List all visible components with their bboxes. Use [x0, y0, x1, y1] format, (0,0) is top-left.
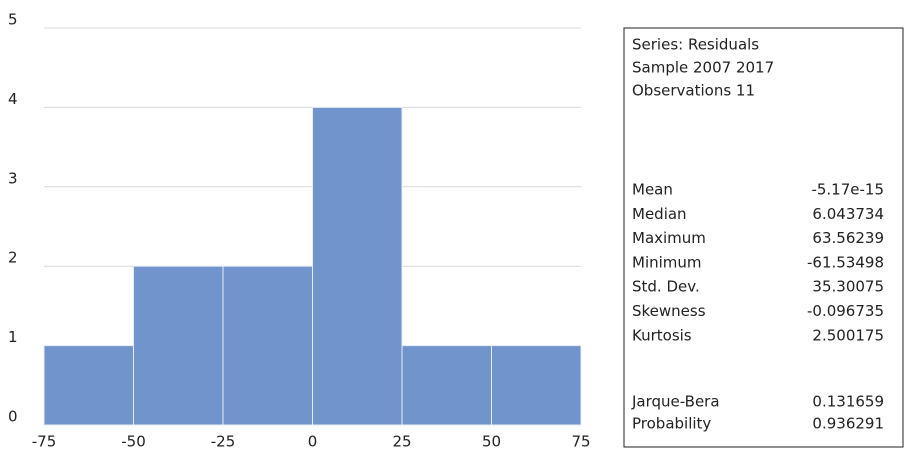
bar	[43, 345, 134, 426]
stats-label: Median	[632, 205, 687, 223]
stats-value: -0.096735	[807, 302, 884, 320]
x-tick-label: -25	[211, 433, 236, 451]
stats-label: Skewness	[632, 302, 706, 320]
bar	[222, 265, 313, 426]
stats-value: 0.131659	[812, 393, 884, 411]
stats-header: Sample 2007 2017	[632, 59, 774, 77]
x-tick-label: -50	[121, 433, 146, 451]
bar	[401, 345, 492, 426]
stats-box	[623, 27, 904, 448]
stats-value: 2.500175	[812, 326, 884, 344]
y-tick-label: 1	[8, 328, 18, 346]
stats-value: 0.936291	[812, 415, 884, 433]
y-tick-label: 4	[8, 90, 18, 108]
stats-label: Mean	[632, 181, 673, 199]
y-tick-label: 5	[8, 11, 18, 29]
stats-header: Observations 11	[632, 82, 755, 100]
stats-value: -61.53498	[807, 253, 884, 271]
stats-label: Probability	[632, 415, 711, 433]
stats-value: 63.56239	[812, 229, 884, 247]
bar	[133, 265, 224, 426]
stats-header: Series: Residuals	[632, 36, 759, 54]
x-tick-label: 75	[571, 433, 590, 451]
x-tick-label: 50	[482, 433, 501, 451]
bar	[491, 345, 582, 426]
stats-value: 35.30075	[812, 278, 884, 296]
y-tick-label: 2	[8, 249, 18, 267]
stats-value: 6.043734	[812, 205, 884, 223]
stats-label: Jarque-Bera	[631, 393, 720, 411]
stats-label: Minimum	[632, 253, 702, 271]
stats-value: -5.17e-15	[811, 181, 884, 199]
x-tick-label: -75	[32, 433, 57, 451]
stats-label: Kurtosis	[632, 326, 692, 344]
y-tick-label: 3	[8, 169, 18, 187]
x-tick-label: 25	[392, 433, 411, 451]
bar	[312, 106, 403, 426]
stats-label: Maximum	[632, 229, 706, 247]
stats-label: Std. Dev.	[632, 278, 700, 296]
y-tick-label: 0	[8, 408, 18, 426]
x-tick-label: 0	[308, 433, 318, 451]
